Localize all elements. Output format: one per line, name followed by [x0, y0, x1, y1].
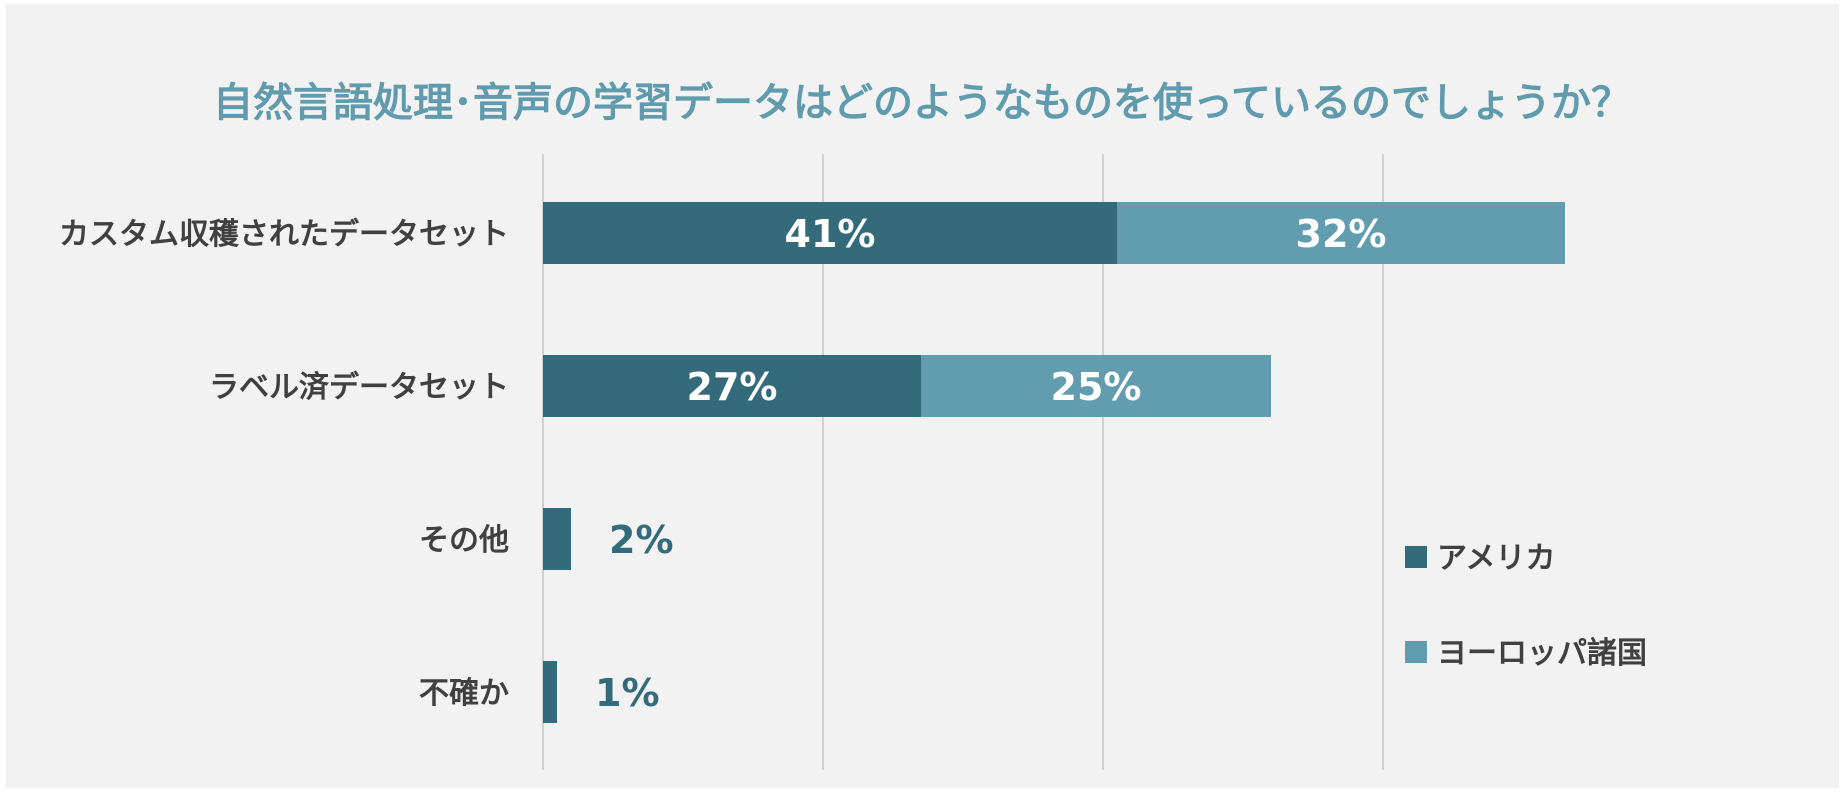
- bar-0-1: [543, 355, 921, 417]
- category-label-0: カスタム収穫されたデータセット: [59, 217, 509, 252]
- legend-swatch-1: [1405, 641, 1427, 663]
- bar-label-1-0: 32%: [1296, 212, 1387, 256]
- bar-1-1: [921, 355, 1271, 417]
- chart-frame: 自然言語処理･音声の学習データはどのようなものを使っているのでしょうか？ カスタ…: [6, 4, 1839, 788]
- bar-1-0: [1117, 202, 1565, 264]
- bar-label-0-2: 2%: [609, 518, 674, 562]
- category-label-3: 不確か: [419, 676, 509, 711]
- bar-label-0-1: 27%: [687, 365, 778, 409]
- bar-label-1-1: 25%: [1051, 365, 1142, 409]
- bar-label-0-3: 1%: [595, 671, 660, 715]
- category-label-1: ラベル済データセット: [209, 370, 509, 405]
- bar-labels: 41% 32% 27% 25% 2% 1%: [595, 212, 1386, 715]
- bar-0-2: [543, 508, 571, 570]
- stacked-bar-chart: 自然言語処理･音声の学習データはどのようなものを使っているのでしょうか？ カスタ…: [59, 80, 1647, 770]
- bar-0-0: [543, 202, 1117, 264]
- legend-label-1: ヨーロッパ諸国: [1437, 636, 1647, 671]
- bars: [543, 202, 1565, 723]
- legend-swatch-0: [1405, 546, 1427, 568]
- bar-0-3: [543, 661, 557, 723]
- bar-label-0-0: 41%: [785, 212, 876, 256]
- chart-title: 自然言語処理･音声の学習データはどのようなものを使っているのでしょうか？: [213, 80, 1631, 126]
- category-label-2: その他: [419, 523, 509, 558]
- legend-label-0: アメリカ: [1437, 541, 1556, 576]
